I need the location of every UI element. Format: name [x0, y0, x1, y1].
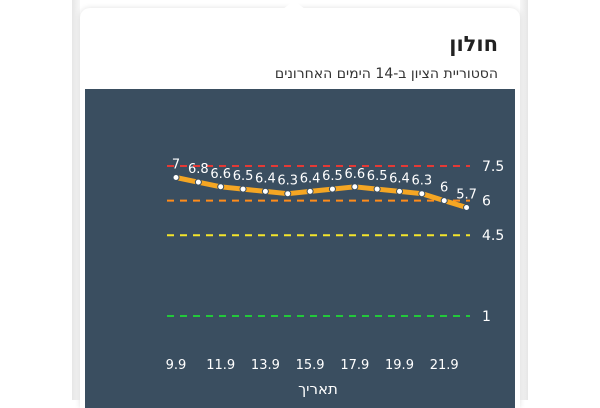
data-label: 6.3	[277, 174, 298, 189]
data-point	[440, 197, 448, 205]
city-score-popup: חולון הסטוריית הציון ב-14 הימים האחרונים…	[80, 8, 520, 408]
data-label: 6.5	[233, 169, 254, 184]
popup-pointer	[282, 0, 306, 10]
data-point	[418, 190, 426, 198]
data-label: 6.6	[344, 167, 365, 182]
data-label: 6.5	[367, 169, 388, 184]
threshold-label: 4.5	[482, 228, 504, 244]
threshold-label: 1	[482, 309, 491, 325]
data-point	[373, 185, 381, 193]
threshold-label: 7.5	[482, 159, 504, 175]
data-point	[194, 178, 202, 186]
data-point	[217, 183, 225, 191]
data-point	[463, 204, 471, 212]
right-shadow-edge	[520, 0, 528, 400]
score-history-chart: 7.564.51 7 6.8 6.6 6.5 6.4 6.3 6.4 6.5 6.6 6.5 6.4…	[85, 89, 515, 408]
score-series	[172, 174, 471, 212]
data-point	[284, 190, 292, 198]
threshold-lines: 7.5 6 4.5 1	[167, 159, 504, 325]
x-tick-label: 13.9	[251, 358, 280, 373]
data-point	[351, 183, 359, 191]
data-label: 5.7	[456, 188, 477, 203]
series-line	[173, 175, 470, 210]
data-point	[172, 174, 180, 182]
data-point	[328, 185, 336, 193]
data-label: 6.4	[255, 171, 276, 186]
chart-background	[85, 89, 515, 408]
data-label: 6	[440, 181, 448, 196]
data-label: 6.8	[188, 162, 209, 177]
x-tick-label: 21.9	[430, 358, 459, 373]
data-point	[396, 187, 403, 195]
x-tick-label: 17.9	[340, 358, 369, 373]
data-label: 7	[172, 158, 180, 173]
x-tick-label: 11.9	[206, 358, 235, 373]
x-tick-label: 19.9	[385, 358, 414, 373]
chart-subtitle: הסטוריית הציון ב-14 הימים האחרונים	[274, 66, 498, 82]
x-tick-label: 9.9	[166, 358, 187, 373]
x-axis-label: תאריך	[298, 380, 338, 398]
data-label: 6.5	[322, 169, 343, 184]
data-label: 6.4	[300, 171, 321, 186]
data-label: 6.6	[210, 167, 231, 182]
data-label: 6.4	[389, 171, 410, 186]
data-point	[306, 187, 314, 195]
data-point	[239, 185, 247, 193]
data-label: 6.3	[412, 174, 433, 189]
chart-area: 7.5 6 4.5 1 7 6.8 6.6 6.5 6.4 6.3 6.4 6.5 6.6 6.5 6.4…	[85, 89, 515, 408]
left-shadow-edge	[72, 0, 80, 400]
x-tick-label: 15.9	[296, 358, 325, 373]
value-labels: 7 6.8 6.6 6.5 6.4 6.3 6.4 6.5 6.6 6.5 6.4 6.3 6 5.7	[172, 158, 477, 203]
data-point	[261, 187, 269, 195]
city-title: חולון	[449, 32, 498, 56]
x-axis-ticks: 9.9 11.9 13.9 15.9 17.9 19.9 21.9	[166, 358, 459, 373]
threshold-label: 6	[482, 194, 491, 210]
